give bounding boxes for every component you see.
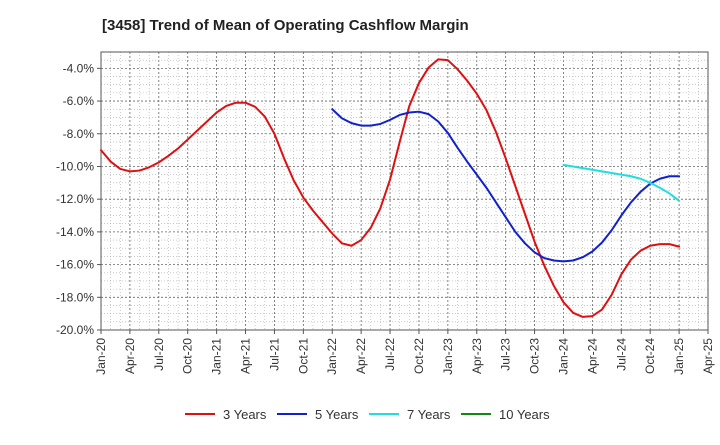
legend: 3 Years 5 Years 7 Years 10 Years bbox=[185, 407, 550, 422]
y-tick-label: -4.0% bbox=[63, 61, 95, 75]
x-tick-label: Apr-21 bbox=[239, 338, 253, 374]
x-tick-label: Jul-22 bbox=[383, 338, 397, 371]
y-tick-label: -6.0% bbox=[63, 94, 95, 108]
x-tick-label: Oct-22 bbox=[412, 338, 426, 374]
y-tick-label: -8.0% bbox=[63, 127, 95, 141]
legend-item-5-years: 5 Years bbox=[277, 407, 359, 422]
legend-label: 7 Years bbox=[407, 407, 451, 422]
series-line-3-years bbox=[100, 58, 681, 318]
x-tick-label: Oct-23 bbox=[528, 338, 542, 374]
legend-item-10-years: 10 Years bbox=[461, 407, 550, 422]
legend-item-7-years: 7 Years bbox=[369, 407, 451, 422]
y-axis: -20.0% -18.0% -16.0% -14.0% -12.0% -10.0% -8.0… bbox=[56, 61, 101, 337]
x-tick-label: Jul-23 bbox=[499, 338, 513, 371]
y-tick-label: -10.0% bbox=[56, 159, 94, 173]
y-tick-label: -14.0% bbox=[56, 225, 94, 239]
x-tick-label: Oct-20 bbox=[181, 338, 195, 374]
x-tick-label: Apr-22 bbox=[354, 338, 368, 374]
y-tick-label: -12.0% bbox=[56, 192, 94, 206]
x-tick-label: Apr-24 bbox=[585, 338, 599, 374]
x-tick-label: Jul-20 bbox=[152, 338, 166, 371]
legend-item-3-years: 3 Years bbox=[185, 407, 267, 422]
x-tick-label: Apr-23 bbox=[470, 338, 484, 374]
x-tick-label: Oct-21 bbox=[296, 338, 310, 374]
grid bbox=[101, 52, 708, 330]
x-tick-label: Jan-21 bbox=[210, 338, 224, 375]
x-tick-label: Apr-25 bbox=[701, 338, 715, 374]
legend-label: 10 Years bbox=[499, 407, 550, 422]
x-tick-label: Apr-20 bbox=[123, 338, 137, 374]
x-tick-label: Jan-24 bbox=[556, 338, 570, 375]
series-line-7-years bbox=[562, 163, 681, 202]
plot-frame bbox=[100, 51, 709, 331]
legend-label: 5 Years bbox=[315, 407, 359, 422]
x-tick-label: Jul-24 bbox=[614, 338, 628, 371]
x-tick-label: Jan-23 bbox=[441, 338, 455, 375]
x-tick-label: Oct-24 bbox=[643, 338, 657, 374]
y-tick-label: -16.0% bbox=[56, 258, 94, 272]
x-tick-label: Jan-25 bbox=[672, 338, 686, 375]
legend-label: 3 Years bbox=[223, 407, 267, 422]
series-lines bbox=[100, 58, 681, 318]
chart-title: [3458] Trend of Mean of Operating Cashfl… bbox=[102, 17, 469, 34]
x-axis: Jan-20 Apr-20 Jul-20 Oct-20 Jan-21 Apr-21 Jul-… bbox=[94, 330, 715, 375]
series-line-5-years bbox=[331, 108, 681, 263]
y-tick-label: -20.0% bbox=[56, 323, 94, 337]
x-tick-label: Jul-21 bbox=[267, 338, 281, 371]
x-tick-label: Jan-22 bbox=[325, 338, 339, 375]
y-tick-label: -18.0% bbox=[56, 290, 94, 304]
x-tick-label: Jan-20 bbox=[94, 338, 108, 375]
